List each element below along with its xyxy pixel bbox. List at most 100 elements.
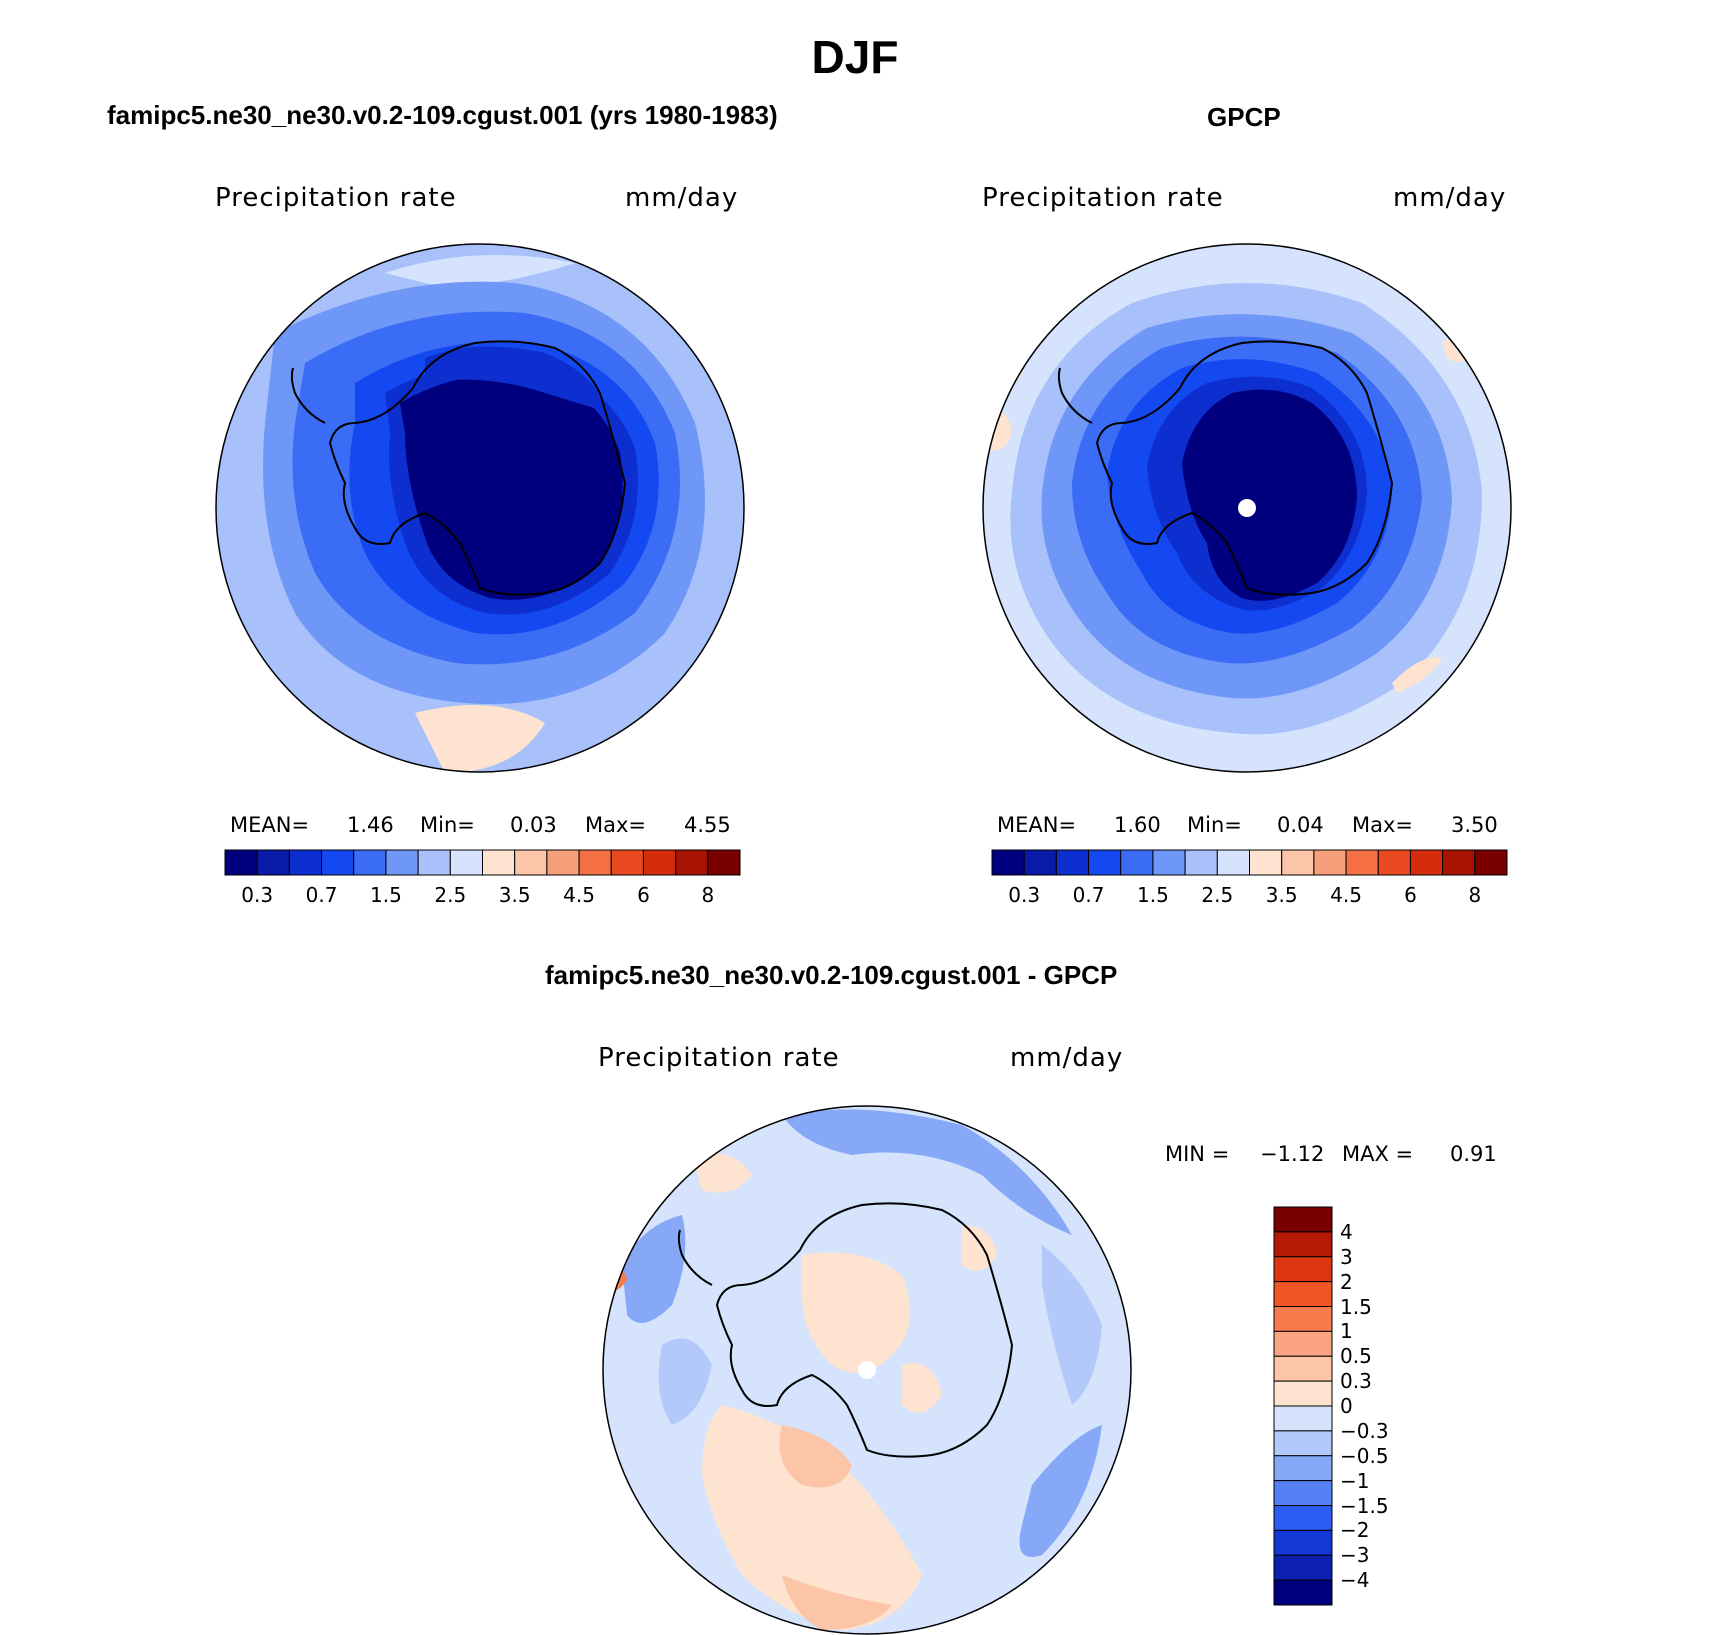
panel-1-max-label: Max= [585,813,647,837]
panel-1-mean-value: 1.46 [347,813,394,837]
panel-3-colorbar [1273,1206,1333,1606]
panel-1-min-value: 0.03 [510,813,557,837]
colorbar-swatch [1273,1231,1333,1258]
colorbar-swatch [1184,849,1218,876]
colorbar-tick-label: 4 [1340,1219,1353,1244]
colorbar-tick-label: 0 [1340,1394,1353,1418]
panel-1-variable-label: Precipitation rate [215,183,457,213]
colorbar-tick-label: 2.5 [434,883,467,907]
colorbar-swatch [1055,849,1090,876]
colorbar-tick-label: 0.7 [1072,883,1105,907]
colorbar-tick-label: 1.5 [370,883,402,907]
colorbar-swatch [449,849,483,876]
colorbar-swatch [288,849,323,876]
panel-3-units-label: mm/day [1010,1043,1124,1073]
panel-2-variable-label: Precipitation rate [982,183,1224,213]
colorbar-swatch [1273,1405,1333,1432]
colorbar-swatch [1152,849,1186,876]
colorbar-swatch [1216,849,1250,876]
panel-2-title: GPCP [1207,102,1281,132]
colorbar-swatch [1273,1579,1333,1606]
panel-3-polar-map [602,1105,1132,1635]
panel-2-colorbar [991,849,1508,876]
colorbar-swatch [1273,1380,1333,1407]
panel-1-polar-map [215,243,745,773]
colorbar-tick-label: 0.5 [1340,1344,1372,1369]
panel-1-colorbar [224,849,741,876]
colorbar-swatch [256,849,290,876]
colorbar-tick-label: 6 [637,883,650,907]
colorbar-swatch [482,849,516,876]
colorbar-swatch [546,849,580,876]
colorbar-tick-label: 0.3 [1340,1369,1372,1394]
colorbar-swatch [1273,1256,1333,1283]
panel-1-max-value: 4.55 [684,813,731,837]
colorbar-tick-label: 4.5 [1330,883,1362,907]
colorbar-swatch [1273,1206,1333,1233]
colorbar-swatch [1088,849,1122,876]
colorbar-tick-label: −2 [1340,1518,1370,1543]
colorbar-tick-label: 0.3 [241,883,274,907]
colorbar-swatch [1442,849,1476,876]
colorbar-swatch [1273,1306,1333,1332]
colorbar-tick-label: −0.3 [1340,1418,1389,1443]
colorbar-tick-label: −3 [1340,1543,1370,1568]
panel-1-min-label: Min= [420,813,475,837]
colorbar-tick-label: −1.5 [1340,1493,1389,1518]
colorbar-tick-label: 0.7 [305,883,338,907]
figure-title: DJF [811,31,899,83]
panel-3-max-label: MAX = [1342,1142,1414,1166]
colorbar-tick-label: 3 [1340,1244,1353,1269]
colorbar-tick-label: 4.5 [563,883,595,907]
colorbar-swatch [1409,849,1444,876]
colorbar-tick-label: 2.5 [1201,883,1234,907]
colorbar-tick-label: 1.5 [1340,1294,1372,1319]
colorbar-swatch [1120,849,1154,876]
colorbar-tick-label: 3.5 [1265,883,1298,907]
colorbar-swatch [707,849,741,876]
panel-2-mean-label: MEAN= [997,813,1077,837]
colorbar-swatch [224,849,258,876]
colorbar-tick-label: −1 [1340,1468,1370,1493]
colorbar-tick-label: 3.5 [498,883,531,907]
panel-1-mean-label: MEAN= [230,813,310,837]
colorbar-swatch [1345,849,1379,876]
panel-3-title: famipc5.ne30_ne30.v0.2-109.cgust.001 - G… [545,960,1118,990]
colorbar-swatch [1273,1480,1333,1506]
panel-2-max-label: Max= [1352,813,1414,837]
panel-3-min-label: MIN = [1165,1142,1230,1166]
colorbar-swatch [1281,849,1315,876]
panel-1-title: famipc5.ne30_ne30.v0.2-109.cgust.001 (yr… [107,100,778,130]
colorbar-swatch [514,849,548,876]
colorbar-swatch [353,849,387,876]
colorbar-swatch [385,849,419,876]
colorbar-swatch [1273,1554,1333,1581]
colorbar-tick-label: −4 [1340,1568,1370,1593]
colorbar-tick-label: 1 [1340,1319,1353,1344]
colorbar-swatch [1273,1281,1333,1307]
colorbar-swatch [1313,849,1347,876]
colorbar-swatch [1273,1330,1333,1357]
colorbar-tick-label: 8 [1468,883,1482,907]
panel-2-min-value: 0.04 [1277,813,1324,837]
colorbar-swatch [1377,849,1411,876]
colorbar-swatch [417,849,451,876]
colorbar-tick-label: 1.5 [1137,883,1169,907]
colorbar-tick-label: 2 [1340,1269,1353,1294]
colorbar-swatch [1273,1430,1333,1457]
panel-2-max-value: 3.50 [1451,813,1498,837]
panel-3-variable-label: Precipitation rate [598,1043,840,1073]
panel-2-min-label: Min= [1187,813,1242,837]
colorbar-swatch [1273,1529,1333,1556]
colorbar-swatch [321,849,355,876]
colorbar-tick-label: 6 [1404,883,1417,907]
colorbar-tick-label: 8 [701,883,715,907]
colorbar-swatch [610,849,644,876]
panel-2-units-label: mm/day [1393,183,1507,213]
colorbar-swatch [1249,849,1283,876]
colorbar-swatch [675,849,709,876]
panel-2-polar-map [982,243,1512,773]
colorbar-swatch [991,849,1025,876]
colorbar-tick-label: −0.5 [1340,1443,1389,1468]
colorbar-swatch [578,849,612,876]
